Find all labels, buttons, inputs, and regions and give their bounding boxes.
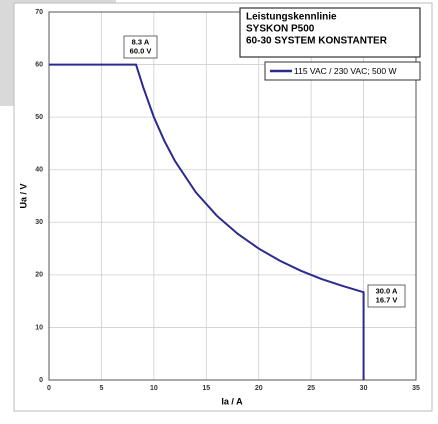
annotation-text: 8.3 A (132, 37, 150, 46)
y-axis-label: Ua / V (18, 183, 28, 208)
x-tick-label: 35 (412, 385, 420, 392)
line-series (49, 63, 365, 380)
annotation-box (367, 284, 406, 308)
annotation-box (123, 35, 158, 59)
y-tick-label: 0 (39, 377, 43, 384)
x-tick-label: 20 (255, 385, 263, 392)
x-tick-label: 30 (360, 385, 368, 392)
legend-label: 115 VAC / 230 VAC; 500 W (294, 66, 397, 76)
x-tick-label: 25 (307, 385, 315, 392)
y-tick-label: 10 (35, 324, 43, 331)
plot-border (48, 11, 417, 381)
x-tick-label: 10 (150, 385, 158, 392)
title-box (239, 7, 421, 58)
annotation-text: 60.0 V (130, 46, 152, 55)
annotation-text: 30.0 A (376, 286, 398, 295)
y-tick-label: 50 (35, 114, 43, 121)
chart-title: SYSKON P500 (246, 24, 315, 35)
y-tick-label: 40 (35, 167, 43, 174)
x-tick-label: 0 (47, 385, 51, 392)
x-tick-label: 15 (202, 385, 210, 392)
x-tick-label: 5 (99, 385, 103, 392)
y-tick-label: 70 (35, 9, 43, 16)
annotation-text: 16.7 V (376, 295, 398, 304)
chart-title: 60-30 SYSTEM KONSTANTER (246, 36, 388, 47)
y-tick-label: 30 (35, 219, 43, 226)
chart-title: Leistungskennlinie (246, 12, 337, 23)
y-tick-label: 60 (35, 61, 43, 68)
y-tick-label: 20 (35, 272, 43, 279)
legend-box (264, 61, 421, 81)
x-axis-label: Ia / A (221, 396, 243, 406)
